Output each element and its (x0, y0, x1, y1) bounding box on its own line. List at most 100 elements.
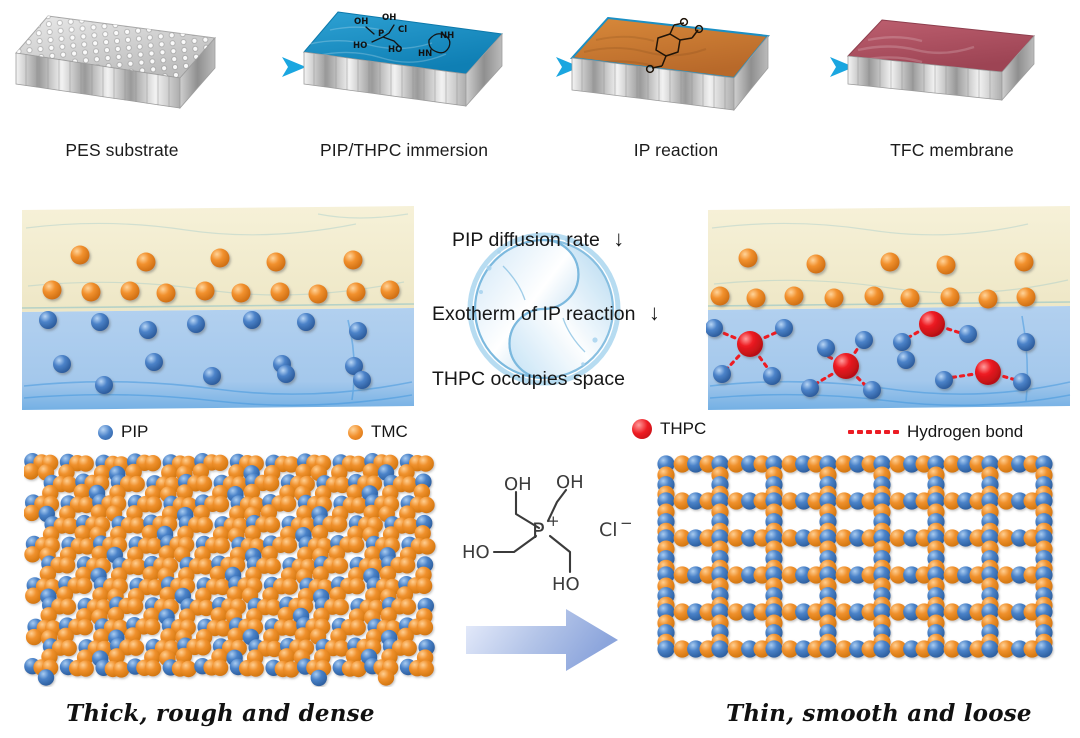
tmc-sphere-icon (198, 599, 215, 617)
tmc-sphere-icon (283, 661, 300, 678)
tmc-sphere-icon (889, 529, 907, 547)
svg-text:OH: OH (354, 17, 368, 27)
tmc-sphere-icon (175, 647, 193, 665)
process-arrow-1 (237, 54, 310, 85)
process-step-label-pes: PES substrate (65, 140, 179, 160)
tmc-sphere-icon (60, 639, 77, 657)
phosphorus-label: P (532, 519, 545, 543)
legend-label-thpc: THPC (660, 419, 707, 438)
tmc-sphere-icon (77, 455, 94, 472)
network-loose[interactable] (650, 452, 1062, 687)
pip-sphere-icon (957, 640, 975, 658)
pip-sphere-icon (687, 640, 705, 658)
tmc-sphere-icon (414, 525, 431, 542)
negative-charge-label: − (620, 514, 633, 532)
pip-sphere-icon (903, 603, 921, 621)
mechanism-effect-1: PIP diffusion rate ↓ (452, 226, 624, 252)
legend-item-tmc: TMC (348, 422, 408, 442)
pip-sphere-icon (795, 529, 813, 547)
positive-charge-label: + (547, 512, 560, 530)
mechanism-effect-1-label: PIP diffusion rate (452, 229, 600, 251)
hydrogen-bond-icon (848, 430, 899, 434)
membrane-slab-icon (846, 19, 1036, 102)
tmc-sphere-icon (781, 492, 799, 510)
tmc-sphere-icon (345, 647, 363, 665)
tmc-sphere-icon (807, 603, 825, 621)
tmc-sphere-icon (75, 577, 93, 594)
tmc-sphere-icon (835, 492, 853, 510)
tmc-sphere-icon (351, 497, 368, 514)
tmc-sphere-icon (807, 455, 825, 473)
tmc-sphere-icon (278, 648, 295, 665)
process-arrow-3 (785, 54, 858, 85)
tmc-sphere-icon (997, 529, 1015, 547)
tmc-sphere-icon (197, 558, 214, 575)
tmc-sphere-icon (113, 661, 130, 678)
tmc-sphere-icon (1023, 455, 1041, 473)
pip-sphere-icon (1035, 640, 1053, 658)
pip-sphere-icon (741, 492, 759, 510)
tmc-sphere-icon (861, 603, 879, 621)
tmc-sphere-icon (350, 455, 367, 473)
tmc-sphere-icon (699, 529, 717, 547)
tmc-sphere-icon (915, 492, 933, 510)
pip-sphere-icon (849, 640, 867, 658)
tmc-sphere-icon (311, 524, 329, 542)
tmc-sphere-icon (969, 603, 987, 621)
interface-diagram-conventional (21, 206, 415, 410)
svg-text:NH: NH (440, 31, 454, 41)
tmc-sphere-icon (283, 456, 300, 473)
cross-section-right[interactable] (706, 200, 1072, 415)
pip-sphere-icon (903, 455, 921, 473)
svg-text:HO: HO (388, 45, 402, 55)
tmc-sphere-icon (282, 619, 299, 637)
tmc-sphere-icon (24, 504, 40, 522)
tmc-sphere-icon (74, 525, 91, 542)
pip-sphere-icon (849, 492, 867, 510)
tmc-sphere-icon (59, 598, 77, 615)
tmc-sphere-icon (39, 565, 57, 583)
network-dense[interactable] (24, 452, 444, 687)
tmc-sphere-icon (727, 529, 745, 547)
tmc-sphere-icon (943, 529, 961, 547)
tmc-sphere-icon (107, 606, 125, 624)
mechanism-effect-2: Exotherm of IP reaction ↓ (432, 300, 660, 326)
tmc-sphere-icon (25, 587, 42, 604)
tmc-sphere-icon (312, 566, 329, 583)
pip-sphere-icon (795, 566, 813, 584)
tmc-sphere-icon (807, 640, 825, 658)
tmc-sphere-icon (753, 529, 771, 547)
tmc-sphere-icon (213, 537, 230, 554)
tmc-sphere-icon (835, 529, 853, 547)
tmc-sphere-icon (24, 546, 41, 563)
tmc-sphere-icon (25, 628, 43, 646)
tmc-sphere-icon (753, 640, 771, 658)
process-step-ip[interactable] (562, 10, 792, 130)
chloride-label: Cl (599, 519, 618, 541)
tmc-sphere-icon (1023, 603, 1041, 621)
tmc-sphere-icon (211, 454, 229, 471)
tmc-sphere-icon (263, 516, 281, 533)
pip-sphere-icon (1011, 640, 1029, 658)
tmc-sphere-icon (753, 455, 771, 473)
process-step-pes[interactable] (10, 8, 240, 128)
mechanism-effect-2-label: Exotherm of IP reaction (432, 303, 636, 325)
tmc-sphere-icon (176, 484, 193, 501)
tmc-sphere-icon (727, 603, 745, 621)
tmc-sphere-icon (969, 492, 987, 510)
tmc-sphere-icon (419, 538, 436, 555)
tmc-sphere-icon (943, 492, 961, 510)
pip-sphere-icon (1011, 529, 1029, 547)
network-transition-arrow (462, 604, 622, 681)
cross-section-left[interactable] (18, 200, 418, 415)
tmc-sphere-icon (195, 475, 213, 492)
tmc-sphere-icon (781, 566, 799, 584)
tmc-sphere-icon (333, 640, 350, 657)
tmc-sphere-icon (781, 640, 799, 658)
process-step-pip-thpc[interactable]: OH OH P Cl HO HO NH HN (290, 8, 520, 128)
tmc-sphere-icon (214, 578, 231, 596)
process-step-tfc[interactable] (838, 14, 1068, 134)
tmc-sphere-icon (1023, 492, 1041, 510)
tmc-sphere-icon (265, 599, 282, 616)
tmc-sphere-icon (281, 578, 298, 595)
